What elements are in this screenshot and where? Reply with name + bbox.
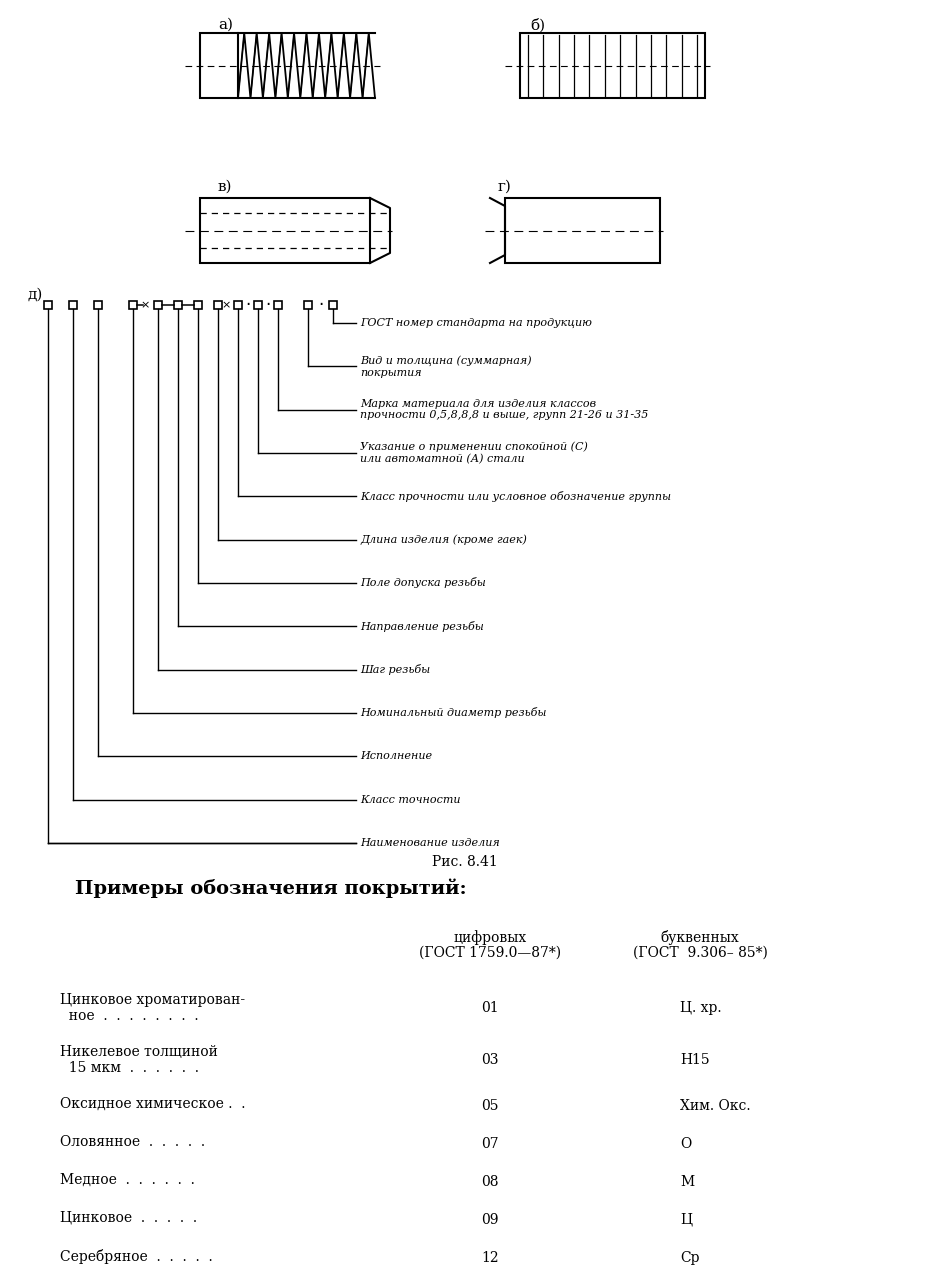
Text: (ГОСТ 1759.0—87*): (ГОСТ 1759.0—87*): [419, 946, 561, 960]
Bar: [129, 300, 137, 309]
Text: 12: 12: [481, 1251, 499, 1265]
Text: Никелевое толщиной: Никелевое толщиной: [60, 1045, 218, 1059]
Bar: [194, 300, 202, 309]
Text: д): д): [28, 288, 44, 302]
Bar: [44, 300, 52, 309]
Text: Медное  .  .  .  .  .  .: Медное . . . . . .: [60, 1172, 195, 1186]
Bar: [505, 199, 660, 264]
Bar: [304, 300, 312, 309]
Bar: [234, 300, 242, 309]
Text: Исполнение: Исполнение: [360, 751, 432, 761]
Text: Шаг резьбы: Шаг резьбы: [360, 665, 430, 675]
Text: ное  .  .  .  .  .  .  .  .: ное . . . . . . . .: [60, 1009, 198, 1023]
Text: Оловянное  .  .  .  .  .: Оловянное . . . . .: [60, 1136, 205, 1150]
Text: буквенных: буквенных: [661, 931, 739, 945]
Bar: [214, 300, 222, 309]
Text: 07: 07: [481, 1137, 499, 1151]
Text: Номинальный диаметр резьбы: Номинальный диаметр резьбы: [360, 708, 546, 718]
Text: цифровых: цифровых: [453, 931, 527, 945]
Text: (ГОСТ  9.306– 85*): (ГОСТ 9.306– 85*): [632, 946, 767, 960]
Text: Указание о применении спокойной (С)
или автоматной (А) стали: Указание о применении спокойной (С) или …: [360, 442, 587, 465]
Bar: [520, 33, 705, 98]
Text: 15 мкм  .  .  .  .  .  .: 15 мкм . . . . . .: [60, 1060, 199, 1074]
Text: 09: 09: [481, 1213, 499, 1227]
Text: Направление резьбы: Направление резьбы: [360, 621, 484, 631]
Bar: [200, 199, 370, 264]
Bar: [274, 300, 282, 309]
Text: б): б): [530, 18, 546, 32]
Text: ГОСТ номер стандарта на продукцию: ГОСТ номер стандарта на продукцию: [360, 318, 592, 328]
Text: Оксидное химическое .  .: Оксидное химическое . .: [60, 1097, 246, 1111]
Text: ×: ×: [141, 300, 150, 311]
Text: Вид и толщина (суммарная)
покрытия: Вид и толщина (суммарная) покрытия: [360, 355, 532, 378]
Text: Примеры обозначения покрытий:: Примеры обозначения покрытий:: [75, 878, 466, 897]
Bar: [94, 300, 102, 309]
Text: М: М: [680, 1175, 695, 1189]
Text: Н15: Н15: [680, 1053, 709, 1067]
Text: Длина изделия (кроме гаек): Длина изделия (кроме гаек): [360, 535, 527, 545]
Text: а): а): [218, 18, 233, 32]
Text: ·: ·: [246, 297, 250, 314]
Text: Цинковое хроматирован-: Цинковое хроматирован-: [60, 993, 245, 1007]
Text: Класс прочности или условное обозначение группы: Класс прочности или условное обозначение…: [360, 491, 671, 502]
Text: 08: 08: [481, 1175, 499, 1189]
Text: ·: ·: [265, 297, 271, 314]
Text: Хим. Окс.: Хим. Окс.: [680, 1099, 750, 1113]
Bar: [254, 300, 262, 309]
Text: 01: 01: [481, 1001, 499, 1015]
Text: Ц. хр.: Ц. хр.: [680, 1001, 722, 1015]
Text: Ср: Ср: [680, 1251, 699, 1265]
Bar: [154, 300, 162, 309]
Text: Ц: Ц: [680, 1213, 692, 1227]
Text: в): в): [218, 179, 233, 193]
Text: О: О: [680, 1137, 691, 1151]
Text: Рис. 8.41: Рис. 8.41: [432, 855, 498, 869]
Text: Поле допуска резьбы: Поле допуска резьбы: [360, 578, 486, 588]
Text: ×: ×: [222, 300, 231, 311]
Text: г): г): [498, 179, 512, 193]
Text: 03: 03: [481, 1053, 499, 1067]
Text: Серебряное  .  .  .  .  .: Серебряное . . . . .: [60, 1249, 213, 1264]
Text: Марка материала для изделия классов
прочности 0,5,8,8,8 и выше, групп 21-26 и 31: Марка материала для изделия классов проч…: [360, 398, 648, 420]
Text: Цинковое  .  .  .  .  .: Цинковое . . . . .: [60, 1211, 197, 1225]
Text: Класс точности: Класс точности: [360, 794, 461, 805]
Bar: [69, 300, 77, 309]
Bar: [200, 33, 238, 98]
Bar: [329, 300, 337, 309]
Bar: [174, 300, 182, 309]
Text: ·: ·: [317, 297, 323, 314]
Text: 05: 05: [481, 1099, 499, 1113]
Text: Наименование изделия: Наименование изделия: [360, 838, 500, 848]
